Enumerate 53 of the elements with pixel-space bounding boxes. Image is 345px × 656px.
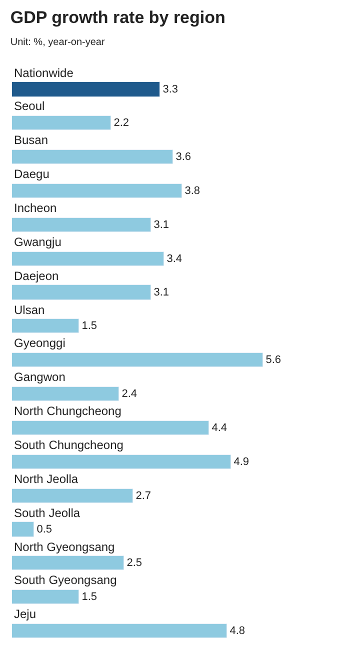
data-label: 3.8 <box>184 184 200 197</box>
y-tick-label: South Jeolla <box>14 506 80 520</box>
data-label: 3.1 <box>154 218 170 231</box>
data-label: 2.4 <box>122 388 138 400</box>
y-tick-label: North Gyeongsang <box>14 540 115 554</box>
y-tick-label: South Chungcheong <box>14 438 124 452</box>
y-tick-label: Daejeon <box>14 269 59 283</box>
data-label: 2.5 <box>126 556 142 569</box>
data-label: 1.5 <box>82 320 98 332</box>
y-tick-label: Nationwide <box>14 66 74 80</box>
data-label: 1.5 <box>82 590 98 603</box>
y-tick-label: Gyeonggi <box>14 336 66 350</box>
bar <box>12 386 119 401</box>
bar <box>12 184 182 198</box>
bar <box>12 522 34 537</box>
data-label: 4.4 <box>212 422 228 434</box>
bar <box>12 82 160 97</box>
y-tick-label: Daegu <box>14 167 50 181</box>
bar <box>12 150 173 164</box>
y-tick-label: Seoul <box>14 99 45 113</box>
y-tick-label: North Jeolla <box>14 472 78 486</box>
bar <box>12 454 231 469</box>
data-label: 3.1 <box>154 286 170 298</box>
data-label: 3.3 <box>162 83 178 96</box>
bar <box>12 318 79 333</box>
bar <box>12 352 263 367</box>
y-tick-label: Gwangju <box>14 235 62 249</box>
chart-title: GDP growth rate by region <box>10 8 226 27</box>
bar <box>12 590 79 604</box>
data-label: 2.2 <box>114 116 130 129</box>
bar <box>12 624 227 638</box>
data-label: 4.8 <box>230 624 246 637</box>
bar <box>12 116 111 130</box>
data-label: 0.5 <box>36 523 52 536</box>
data-label: 5.6 <box>266 354 282 366</box>
y-tick-label: South Gyeongsang <box>14 573 117 587</box>
bar <box>12 488 133 503</box>
data-label: 3.4 <box>166 252 182 265</box>
data-label: 3.6 <box>176 150 192 163</box>
y-tick-label: Gangwon <box>14 370 66 384</box>
bar <box>12 218 151 232</box>
y-tick-label: Incheon <box>14 201 57 215</box>
chart-subtitle: Unit: %, year-on-year <box>10 37 106 48</box>
bar <box>12 284 151 300</box>
y-tick-label: Busan <box>14 133 48 147</box>
bar <box>12 252 164 266</box>
data-label: 2.7 <box>136 490 152 502</box>
bar <box>12 556 124 570</box>
data-label: 4.9 <box>234 456 250 468</box>
y-tick-label: North Chungcheong <box>14 404 122 418</box>
bar <box>12 420 209 435</box>
y-tick-label: Ulsan <box>14 303 45 317</box>
y-tick-label: Jeju <box>14 607 36 621</box>
